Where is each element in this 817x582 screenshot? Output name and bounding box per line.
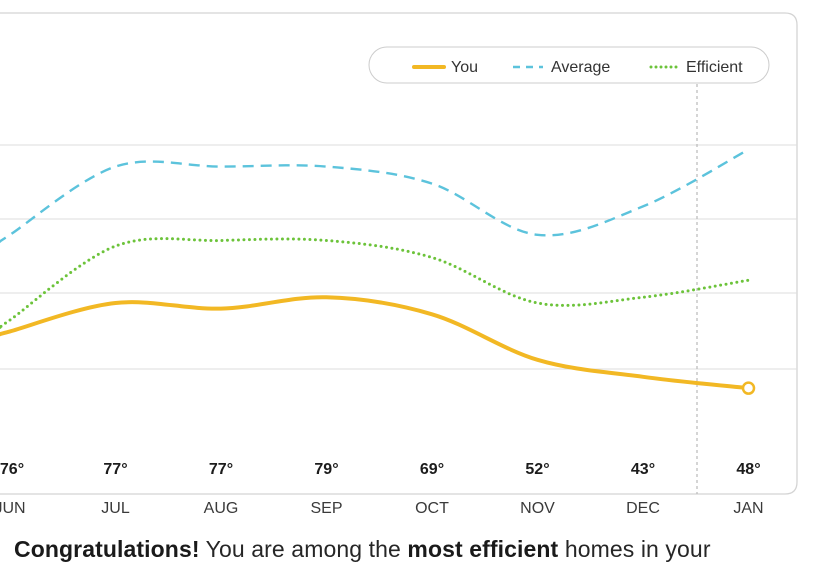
month-tick-label: NOV: [520, 500, 555, 517]
current-point-marker: [741, 381, 756, 395]
series-line-you: [0, 295, 751, 391]
legend-label-you: You: [451, 59, 478, 76]
month-tick-label: JUN: [0, 500, 26, 517]
temperature-label: 52°: [525, 461, 549, 478]
chart-labels: 76° JUN 77° JUL 77° AUG 79° SEP 69° OCT 52° NOV 43° D…: [0, 461, 764, 517]
month-tick-label: AUG: [204, 500, 239, 517]
temperature-label: 77°: [103, 461, 127, 478]
legend-label-average: Average: [551, 59, 610, 76]
chart-legend: You Average Efficient: [368, 46, 770, 84]
message-text-1: You are among the: [199, 536, 408, 562]
message-text-2: homes in your: [558, 536, 711, 562]
month-tick-label: JUL: [101, 500, 130, 517]
chart-grid: [0, 12, 798, 495]
series-lines: [0, 148, 756, 395]
efficiency-message: Congratulations! You are among the most …: [14, 536, 711, 563]
temperature-label: 79°: [314, 461, 338, 478]
temperature-label: 43°: [631, 461, 655, 478]
legend-label-efficient: Efficient: [686, 59, 743, 76]
series-line-average: [0, 148, 750, 243]
legend-box: [368, 46, 770, 84]
month-tick-label: JAN: [733, 500, 763, 517]
month-tick-label: DEC: [626, 500, 660, 517]
month-tick-label: OCT: [415, 500, 449, 517]
temperature-label: 69°: [420, 461, 444, 478]
temperature-label: 76°: [0, 461, 24, 478]
temperature-label: 77°: [209, 461, 233, 478]
plot-frame: [0, 12, 798, 495]
most-efficient-emphasis: most efficient: [407, 536, 559, 562]
usage-chart: 76° JUN 77° JUL 77° AUG 79° SEP 69° OCT 52° NOV 43° D…: [0, 12, 798, 517]
congrats-word: Congratulations!: [14, 536, 200, 562]
temperature-label: 48°: [736, 461, 760, 478]
month-tick-label: SEP: [310, 500, 342, 517]
series-line-efficient: [0, 237, 750, 330]
